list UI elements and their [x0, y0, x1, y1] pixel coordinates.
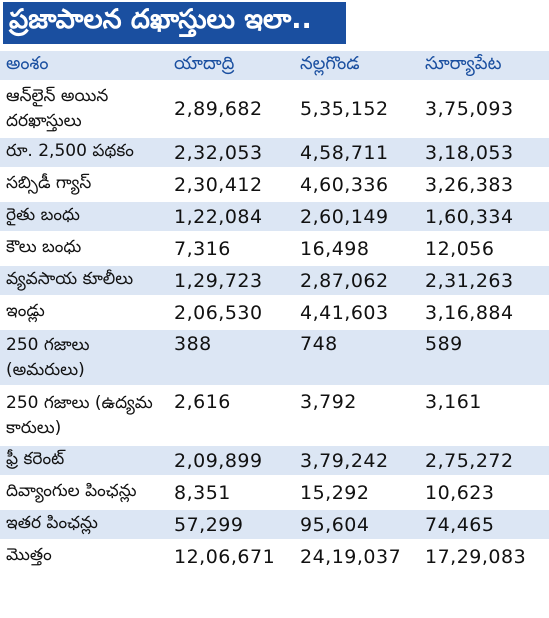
table-row: ఇతర పింఛన్లు 57,299 95,604 74,465	[0, 510, 549, 539]
header: ప్రజాపాలన దఖాస్తులు ఇలా..	[0, 0, 549, 48]
table-row: రూ. 2,500 పథకం 2,32,053 4,58,711 3,18,053	[0, 138, 549, 167]
nalgonda-value: 2,87,062	[294, 266, 419, 295]
row-label: ఫ్రీ కరెంట్	[0, 446, 168, 475]
row-label: రూ. 2,500 పథకం	[0, 138, 168, 167]
suryapet-value: 2,75,272	[419, 446, 549, 475]
nalgonda-value: 15,292	[294, 478, 419, 507]
row-label: మొత్తం	[0, 542, 168, 571]
yadadri-value: 2,09,899	[168, 446, 294, 475]
nalgonda-value: 3,792	[294, 388, 419, 443]
column-header-item: అంశం	[0, 51, 168, 80]
suryapet-value: 3,16,884	[419, 298, 549, 327]
suryapet-value: 3,161	[419, 388, 549, 443]
table-row: రైతు బంధు 1,22,084 2,60,149 1,60,334	[0, 202, 549, 231]
nalgonda-value: 16,498	[294, 234, 419, 263]
row-label: ఆన్‌లైన్ అయిన దరఖాస్తులు	[0, 83, 168, 135]
yadadri-value: 57,299	[168, 510, 294, 539]
table-row: ఫ్రీ కరెంట్ 2,09,899 3,79,242 2,75,272	[0, 446, 549, 475]
table-row: 250 గజాలు (అమరులు) 388 748 589	[0, 330, 549, 385]
suryapet-value: 10,623	[419, 478, 549, 507]
row-label: సబ్సిడీ గ్యాస్	[0, 170, 168, 199]
row-label: 250 గజాలు (అమరులు)	[0, 330, 168, 385]
nalgonda-value: 2,60,149	[294, 202, 419, 231]
suryapet-value: 2,31,263	[419, 266, 549, 295]
suryapet-value: 3,26,383	[419, 170, 549, 199]
table-row: ఇండ్లు 2,06,530 4,41,603 3,16,884	[0, 298, 549, 327]
yadadri-value: 1,22,084	[168, 202, 294, 231]
title-banner: ప్రజాపాలన దఖాస్తులు ఇలా..	[3, 2, 346, 44]
nalgonda-value: 4,60,336	[294, 170, 419, 199]
table-row: మొత్తం 12,06,671 24,19,037 17,29,083	[0, 542, 549, 571]
nalgonda-value: 4,58,711	[294, 138, 419, 167]
column-header-nalgonda: నల్లగొండ	[294, 51, 419, 80]
yadadri-value: 2,32,053	[168, 138, 294, 167]
table-row: కౌలు బంధు 7,316 16,498 12,056	[0, 234, 549, 263]
table-row: 250 గజాలు (ఉద్యమ కారులు) 2,616 3,792 3,161	[0, 388, 549, 443]
yadadri-value: 2,616	[168, 388, 294, 443]
suryapet-value: 3,18,053	[419, 138, 549, 167]
yadadri-value: 388	[168, 330, 294, 385]
table-row: వ్యవసాయ కూలీలు 1,29,723 2,87,062 2,31,263	[0, 266, 549, 295]
row-label: వ్యవసాయ కూలీలు	[0, 266, 168, 295]
table-row: దివ్యాంగుల పింఛన్లు 8,351 15,292 10,623	[0, 478, 549, 507]
nalgonda-value: 4,41,603	[294, 298, 419, 327]
suryapet-value: 1,60,334	[419, 202, 549, 231]
row-label: దివ్యాంగుల పింఛన్లు	[0, 478, 168, 507]
yadadri-value: 1,29,723	[168, 266, 294, 295]
table-row: సబ్సిడీ గ్యాస్ 2,30,412 4,60,336 3,26,383	[0, 170, 549, 199]
nalgonda-value: 24,19,037	[294, 542, 419, 571]
yadadri-value: 2,06,530	[168, 298, 294, 327]
column-header-yadadri: యాదాద్రి	[168, 51, 294, 80]
row-label: కౌలు బంధు	[0, 234, 168, 263]
table-header-row: అంశం యాదాద్రి నల్లగొండ సూర్యాపేట	[0, 51, 549, 80]
page-title: ప్రజాపాలన దఖాస్తులు ఇలా..	[9, 4, 312, 35]
row-label: 250 గజాలు (ఉద్యమ కారులు)	[0, 388, 168, 443]
yadadri-value: 12,06,671	[168, 542, 294, 571]
nalgonda-value: 95,604	[294, 510, 419, 539]
applications-table: అంశం యాదాద్రి నల్లగొండ సూర్యాపేట ఆన్‌లైన…	[0, 48, 549, 574]
nalgonda-value: 5,35,152	[294, 83, 419, 135]
yadadri-value: 7,316	[168, 234, 294, 263]
nalgonda-value: 748	[294, 330, 419, 385]
yadadri-value: 8,351	[168, 478, 294, 507]
yadadri-value: 2,30,412	[168, 170, 294, 199]
nalgonda-value: 3,79,242	[294, 446, 419, 475]
suryapet-value: 74,465	[419, 510, 549, 539]
suryapet-value: 589	[419, 330, 549, 385]
yadadri-value: 2,89,682	[168, 83, 294, 135]
row-label: ఇతర పింఛన్లు	[0, 510, 168, 539]
suryapet-value: 12,056	[419, 234, 549, 263]
table-row: ఆన్‌లైన్ అయిన దరఖాస్తులు 2,89,682 5,35,152…	[0, 83, 549, 135]
suryapet-value: 17,29,083	[419, 542, 549, 571]
row-label: రైతు బంధు	[0, 202, 168, 231]
row-label: ఇండ్లు	[0, 298, 168, 327]
column-header-suryapet: సూర్యాపేట	[419, 51, 549, 80]
suryapet-value: 3,75,093	[419, 83, 549, 135]
